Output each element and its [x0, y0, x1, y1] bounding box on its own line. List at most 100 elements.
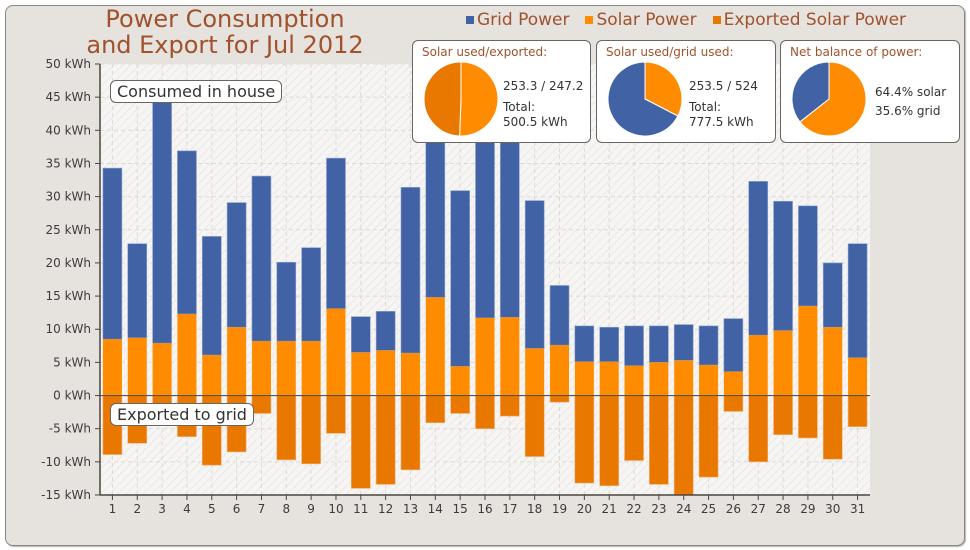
pie-slice-solar[interactable]	[799, 61, 867, 137]
bar-solar-day-2[interactable]	[127, 337, 147, 396]
bar-exported-day-17[interactable]	[500, 395, 520, 417]
bar-solar-day-15[interactable]	[450, 366, 470, 396]
bar-grid-day-29[interactable]	[798, 205, 818, 307]
bar-grid-day-27[interactable]	[748, 181, 769, 336]
bar-exported-day-16[interactable]	[475, 395, 495, 429]
chart-title: Power Consumption and Export for Jul 201…	[86, 5, 364, 59]
bar-exported-day-14[interactable]	[425, 395, 446, 424]
bar-solar-day-9[interactable]	[301, 341, 321, 396]
bar-grid-day-24[interactable]	[673, 324, 694, 361]
bar-exported-day-11[interactable]	[351, 395, 371, 489]
bar-exported-day-25[interactable]	[698, 395, 719, 478]
pie-slice-solar-used[interactable]	[459, 61, 499, 137]
bar-solar-day-30[interactable]	[823, 327, 843, 396]
bar-solar-day-10[interactable]	[326, 308, 346, 396]
pie-slice-grid[interactable]	[791, 61, 830, 123]
bar-exported-day-13[interactable]	[400, 395, 421, 471]
bar-solar-day-18[interactable]	[525, 348, 545, 396]
bar-grid-day-20[interactable]	[574, 325, 595, 363]
bar-solar-day-22[interactable]	[624, 365, 644, 396]
bar-grid-day-21[interactable]	[599, 326, 619, 363]
bar-solar-day-24[interactable]	[674, 360, 694, 396]
bar-exported-day-28[interactable]	[773, 395, 793, 435]
bar-solar-day-1[interactable]	[102, 339, 122, 396]
bar-grid-day-6[interactable]	[226, 202, 247, 328]
bar-grid-day-15[interactable]	[450, 190, 470, 367]
pie-slice-grid-used[interactable]	[607, 61, 679, 137]
bar-exported-day-7[interactable]	[251, 395, 272, 414]
bar-grid-day-26[interactable]	[723, 318, 744, 372]
bar-grid-day-18[interactable]	[524, 200, 545, 349]
bar-grid-day-13[interactable]	[400, 187, 421, 354]
bar-exported-day-23[interactable]	[649, 395, 669, 485]
bar-grid-day-12[interactable]	[375, 311, 396, 351]
bar-exported-day-30[interactable]	[822, 395, 843, 460]
bar-exported-day-15[interactable]	[450, 395, 470, 414]
x-tick-label: 25	[701, 502, 716, 516]
bar-grid-day-7[interactable]	[251, 175, 272, 342]
bar-solar-day-28[interactable]	[773, 330, 793, 396]
bar-grid-day-30[interactable]	[822, 262, 843, 328]
bar-solar-day-19[interactable]	[550, 345, 570, 396]
bar-solar-day-8[interactable]	[276, 341, 296, 396]
bar-solar-day-11[interactable]	[351, 352, 371, 396]
bar-solar-day-20[interactable]	[574, 361, 594, 396]
bar-exported-day-18[interactable]	[524, 395, 545, 457]
legend-item-exported[interactable]: Exported Solar Power	[712, 10, 906, 30]
bar-solar-day-4[interactable]	[177, 313, 197, 396]
bar-exported-day-8[interactable]	[276, 395, 297, 461]
bar-exported-day-27[interactable]	[748, 395, 769, 463]
bar-grid-day-17[interactable]	[500, 130, 520, 318]
bar-exported-day-29[interactable]	[798, 395, 818, 439]
bar-grid-day-25[interactable]	[698, 325, 719, 366]
bar-exported-day-12[interactable]	[375, 395, 396, 485]
bar-grid-day-2[interactable]	[127, 243, 148, 339]
bar-solar-day-17[interactable]	[500, 317, 520, 396]
bar-grid-day-28[interactable]	[773, 200, 793, 331]
bar-solar-day-7[interactable]	[251, 341, 271, 396]
bar-exported-day-19[interactable]	[549, 395, 570, 403]
bar-grid-day-5[interactable]	[201, 236, 222, 356]
bar-grid-day-14[interactable]	[425, 116, 446, 298]
bar-solar-day-13[interactable]	[400, 353, 420, 396]
bar-solar-day-14[interactable]	[425, 297, 445, 396]
bar-solar-day-21[interactable]	[599, 361, 619, 396]
bar-exported-day-20[interactable]	[574, 395, 595, 484]
bar-grid-day-23[interactable]	[649, 325, 669, 363]
bar-grid-day-9[interactable]	[301, 247, 321, 342]
bar-grid-day-16[interactable]	[475, 123, 495, 319]
legend-item-solar[interactable]: Solar Power	[585, 10, 697, 30]
pie-slice-exported[interactable]	[423, 61, 462, 137]
bar-solar-day-25[interactable]	[699, 365, 719, 396]
bar-grid-day-19[interactable]	[549, 285, 570, 346]
x-tick-label: 3	[158, 502, 166, 516]
bar-grid-day-1[interactable]	[102, 167, 123, 340]
bar-grid-day-11[interactable]	[351, 316, 371, 353]
bar-grid-day-31[interactable]	[847, 243, 868, 359]
bar-exported-day-21[interactable]	[599, 395, 619, 487]
bar-solar-day-16[interactable]	[475, 317, 495, 396]
bar-exported-day-10[interactable]	[326, 395, 346, 434]
bar-exported-day-31[interactable]	[847, 395, 868, 428]
bar-grid-day-3[interactable]	[152, 102, 172, 344]
pie-slice-solar-used[interactable]	[644, 61, 683, 117]
legend-item-grid[interactable]: Grid Power	[466, 10, 569, 30]
bar-grid-day-10[interactable]	[326, 157, 346, 309]
bar-grid-day-4[interactable]	[177, 150, 197, 315]
bar-solar-day-12[interactable]	[376, 350, 396, 396]
bar-solar-day-5[interactable]	[202, 355, 222, 396]
bar-grid-day-22[interactable]	[624, 325, 644, 366]
bar-solar-day-27[interactable]	[748, 335, 768, 396]
bar-solar-day-23[interactable]	[649, 362, 669, 396]
summary-total-label: Total:	[503, 100, 536, 114]
bar-exported-day-9[interactable]	[301, 395, 321, 465]
bar-exported-day-24[interactable]	[673, 395, 694, 496]
bar-solar-day-29[interactable]	[798, 306, 818, 396]
bar-solar-day-3[interactable]	[152, 343, 172, 396]
bar-solar-day-31[interactable]	[848, 357, 868, 396]
bar-solar-day-26[interactable]	[723, 371, 743, 396]
bar-exported-day-26[interactable]	[723, 395, 744, 412]
bar-exported-day-22[interactable]	[624, 395, 644, 461]
bar-solar-day-6[interactable]	[227, 327, 247, 396]
bar-grid-day-8[interactable]	[276, 261, 297, 342]
